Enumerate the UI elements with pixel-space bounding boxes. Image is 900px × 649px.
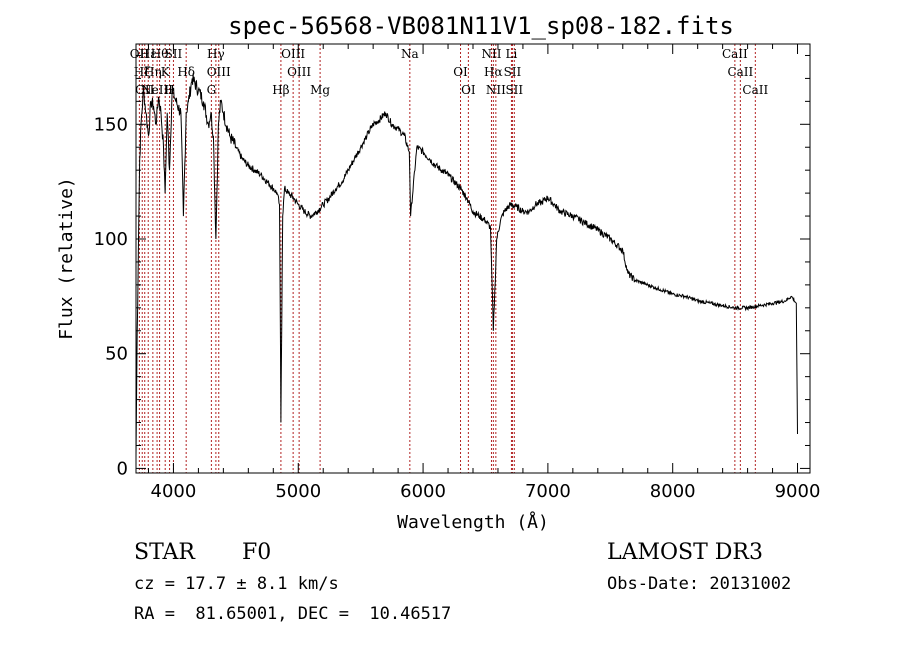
spectrum-series-line (135, 73, 798, 457)
spectral-line-label: K (161, 65, 171, 79)
y-axis-label: Flux (relative) (56, 177, 77, 340)
spectral-line-label: Hγ (207, 47, 225, 61)
object-subclass: F0 (242, 540, 272, 565)
x-tick-label: 8000 (650, 481, 696, 502)
spectral-line-label: OI (453, 65, 468, 79)
spectral-line-label: Hδ (177, 65, 195, 79)
spectral-line-label: Hη (144, 65, 162, 79)
spectral-line-label: OII (130, 47, 150, 61)
observation-date: Obs-Date: 20131002 (607, 574, 792, 594)
spectral-line-label: Hζ (134, 65, 151, 79)
y-tick-label: 50 (105, 344, 128, 365)
x-tick-label: 9000 (775, 481, 821, 502)
spectral-line-label: CaII (727, 65, 753, 79)
y-tick-label: 0 (117, 458, 128, 479)
x-tick-label: 5000 (275, 481, 321, 502)
spectral-line-label: Hα (484, 65, 503, 79)
spectral-line-labels: OIIHζOIIHεHηNeIIIHθKHSIIHδGHγOIIIHβOIIIO… (130, 47, 769, 97)
plot-frame (135, 43, 811, 474)
spectral-line-markers (138, 44, 756, 473)
y-tick-label: 100 (94, 229, 128, 250)
spectral-line-label: OIII (207, 65, 231, 79)
spectral-line-label: SII (505, 83, 523, 97)
x-tick-label: 4000 (151, 481, 197, 502)
survey-name: LAMOST DR3 (607, 540, 763, 565)
y-tick-label: 150 (94, 114, 128, 135)
spectral-line-label: OIII (287, 65, 311, 79)
object-class: STAR (134, 540, 195, 565)
redshift-velocity: cz = 17.7 ± 8.1 km/s (134, 574, 339, 594)
spectral-line-label: NII (486, 83, 506, 97)
chart-title: spec-56568-VB081N11V1_sp08-182.fits (228, 12, 734, 40)
spectral-line-label: G (207, 83, 217, 97)
spectral-line-label: CaII (722, 47, 748, 61)
spectral-line-label: Mg (310, 83, 330, 97)
x-tick-label: 7000 (525, 481, 571, 502)
spectral-line-label: Li (506, 47, 518, 61)
spectral-line-label: SII (504, 65, 522, 79)
spectral-line-label: OI (461, 83, 476, 97)
spectral-line-label: OIII (281, 47, 305, 61)
axis-ticks: 4000 5000 6000 7000 8000 9000 0 50 100 150 (94, 44, 821, 502)
spectral-line-label: H (164, 83, 174, 97)
spectral-line-label: OII (135, 83, 155, 97)
spectral-line-label: CaII (742, 83, 768, 97)
spectral-line-label: NII (481, 47, 501, 61)
spectral-line-label: Hε (140, 47, 157, 61)
spectral-line-label: Hθ (151, 47, 169, 61)
spectral-line-label: Na (401, 47, 419, 61)
x-axis-label: Wavelength (Å) (397, 511, 549, 533)
sky-coordinates: RA = 81.65001, DEC = 10.46517 (134, 604, 452, 624)
spectral-line-label: NeIII (141, 83, 173, 97)
x-tick-label: 6000 (400, 481, 446, 502)
spectral-line-label: Hβ (272, 83, 289, 97)
